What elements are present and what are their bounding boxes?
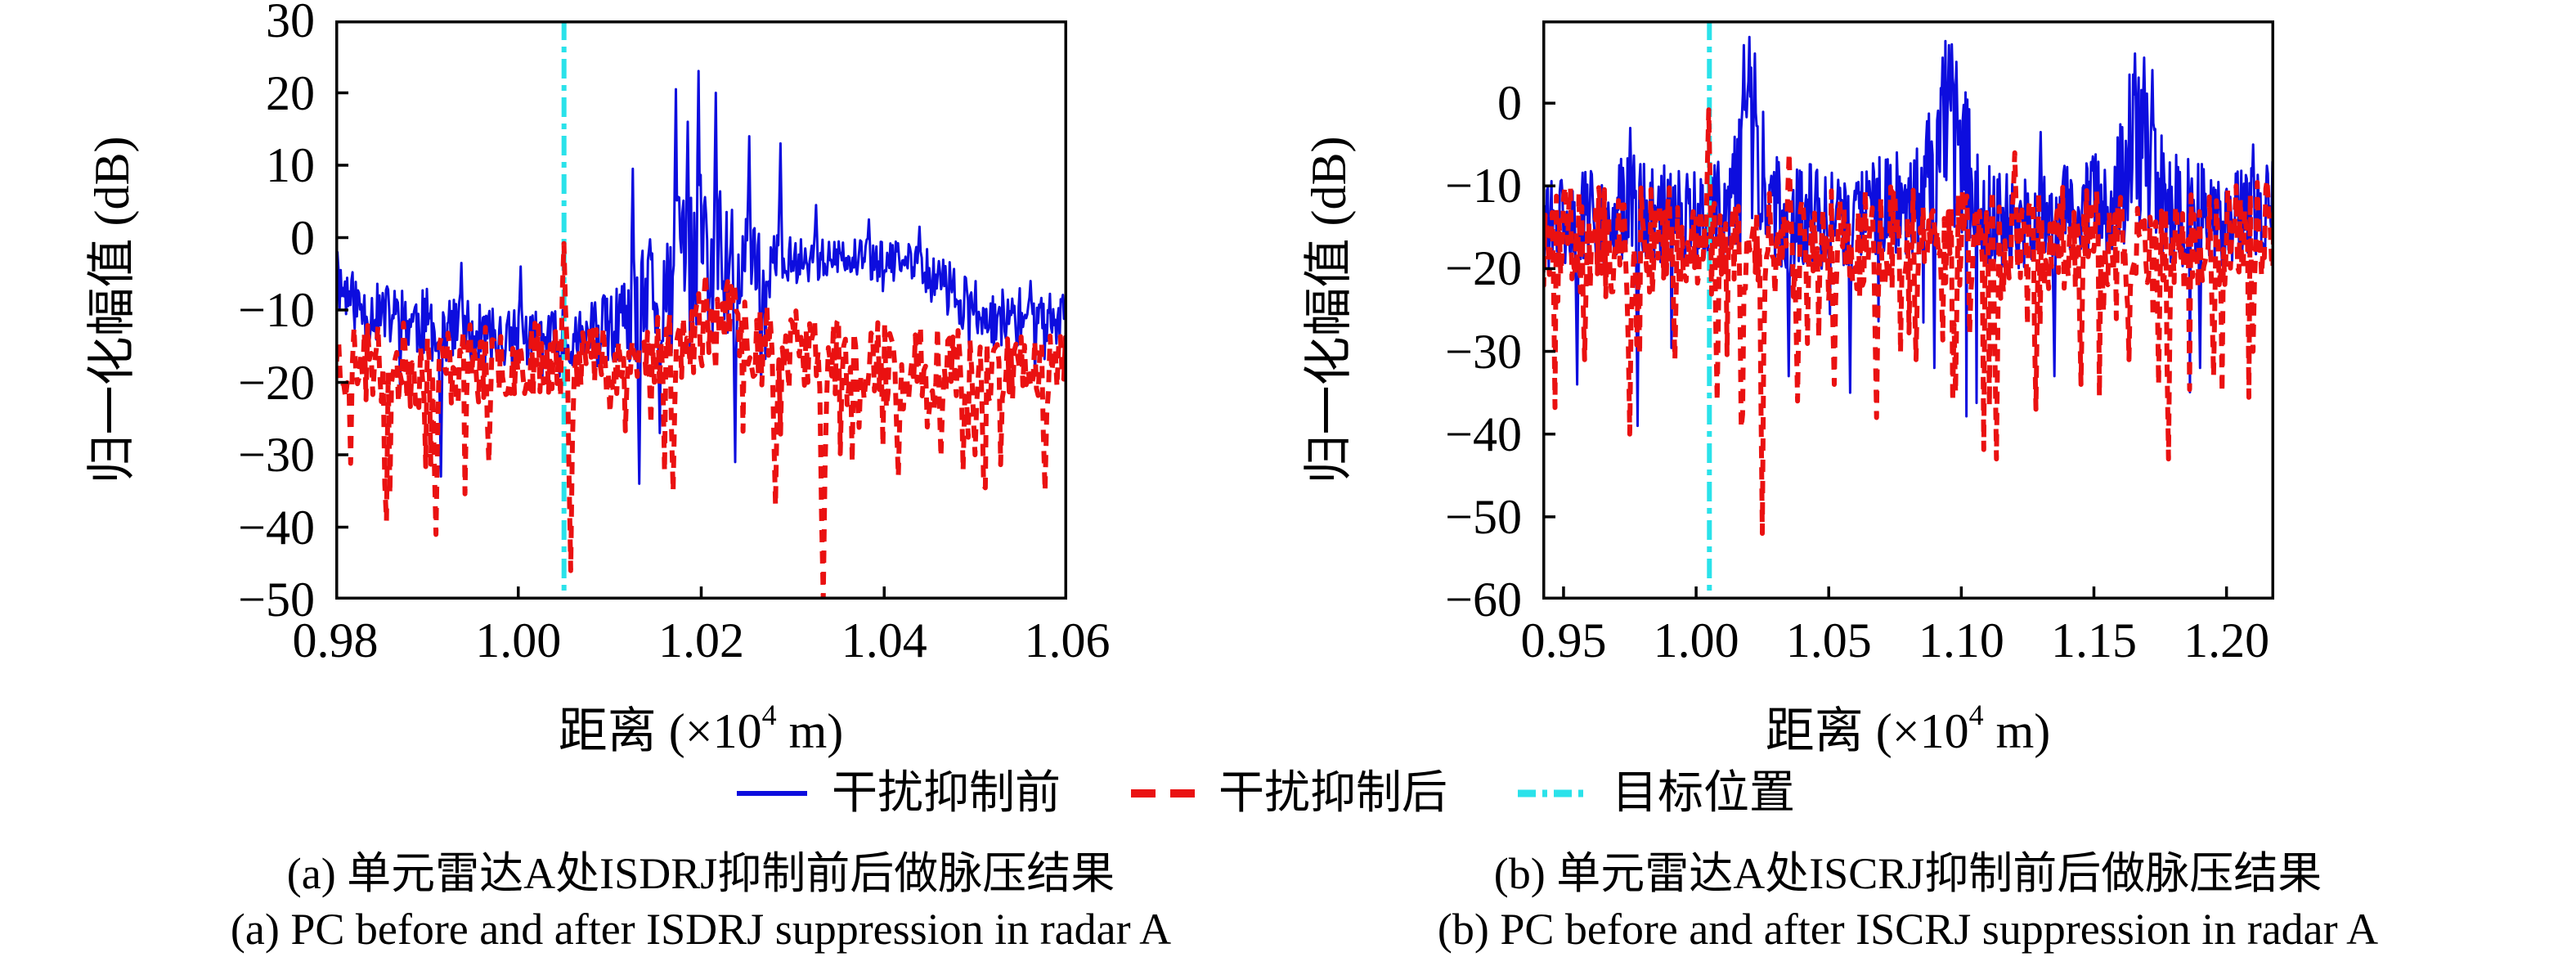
series-after-suppression bbox=[335, 240, 1067, 600]
chart-a-y-tick-label: −20 bbox=[238, 355, 315, 410]
chart-b-canvas bbox=[1542, 20, 2274, 601]
chart-b-y-tick-label: −50 bbox=[1445, 489, 1522, 544]
chart-b-y-tick-label: −20 bbox=[1445, 241, 1522, 296]
legend-line-dashdot-cyan bbox=[1518, 789, 1588, 798]
chart-a-plot-area bbox=[334, 19, 1069, 601]
chart-a-x-tick-label: 1.06 bbox=[1024, 613, 1111, 667]
chart-b-x-tick-label: 1.00 bbox=[1653, 613, 1739, 667]
chart-a-y-tick-label: −10 bbox=[238, 283, 315, 337]
legend-line-solid-blue bbox=[737, 791, 807, 796]
chart-a-x-tick-label: 0.98 bbox=[292, 613, 379, 667]
legend-item-after-suppression: 干扰抑制后 bbox=[1130, 771, 1447, 816]
legend-label-before: 干扰抑制前 bbox=[832, 768, 1061, 819]
chart-b-x-tick-label: 1.05 bbox=[1785, 613, 1872, 667]
legend-item-before-suppression: 干扰抑制前 bbox=[735, 771, 1061, 816]
chart-b-y-tick-label: −40 bbox=[1445, 407, 1522, 461]
x-axis-title-text: 距离 (×10 bbox=[558, 704, 762, 758]
caption-b-chinese: (b) 单元雷达A处ISCRJ抑制前后做脉压结果 bbox=[1493, 849, 2322, 898]
series-before-suppression bbox=[335, 70, 1067, 485]
caption-a-english: (a) PC before and after ISDRJ suppressio… bbox=[230, 905, 1172, 954]
chart-b-x-axis-title: 距离 (×104 m) bbox=[1540, 691, 2276, 762]
chart-a-x-tick-label: 1.00 bbox=[475, 613, 562, 667]
chart-a-canvas bbox=[334, 19, 1069, 601]
chart-b-y-tick-label: −10 bbox=[1445, 159, 1522, 213]
caption-b-english: (b) PC before and after ISCRJ suppressio… bbox=[1437, 905, 2379, 954]
legend: 干扰抑制前 干扰抑制后 目标位置 bbox=[0, 771, 2553, 816]
chart-a-x-tick-label: 1.04 bbox=[841, 613, 927, 667]
legend-line-dashed-red bbox=[1131, 789, 1195, 798]
x-axis-title-unit: m) bbox=[1983, 704, 2051, 758]
chart-b-x-tick-label: 0.95 bbox=[1520, 613, 1607, 667]
chart-a-y-tick-label: −50 bbox=[238, 573, 315, 627]
chart-b-plot-area bbox=[1542, 20, 2274, 601]
chart-a-x-axis-title: 距离 (×104 m) bbox=[333, 691, 1069, 762]
legend-item-target-position: 目标位置 bbox=[1517, 771, 1795, 816]
x-axis-title-unit: m) bbox=[776, 704, 844, 758]
x-axis-title-exponent: 4 bbox=[761, 699, 777, 731]
chart-b-y-tick-label: 0 bbox=[1497, 76, 1522, 131]
x-axis-title-text: 距离 (×10 bbox=[1765, 704, 1969, 758]
chart-b-y-tick-label: −60 bbox=[1445, 573, 1522, 627]
series-before-suppression bbox=[1542, 35, 2274, 428]
chart-b-y-tick-label: −30 bbox=[1445, 324, 1522, 379]
chart-a-y-tick-label: −40 bbox=[238, 500, 315, 555]
chart-a-x-tick-label: 1.02 bbox=[658, 613, 744, 667]
x-axis-title-exponent: 4 bbox=[1968, 699, 1984, 731]
chart-a-y-tick-label: 10 bbox=[266, 138, 315, 192]
chart-b-x-tick-label: 1.10 bbox=[1918, 613, 2004, 667]
chart-a-y-tick-label: 20 bbox=[266, 65, 315, 120]
series-after-suppression bbox=[1542, 107, 2274, 537]
legend-label-target: 目标位置 bbox=[1612, 768, 1795, 819]
chart-b-x-tick-label: 1.15 bbox=[2050, 613, 2137, 667]
chart-b-x-tick-label: 1.20 bbox=[2183, 613, 2270, 667]
axes-box bbox=[1542, 20, 2274, 600]
chart-a-y-tick-label: 30 bbox=[266, 0, 315, 47]
caption-a-chinese: (a) 单元雷达A处ISDRJ抑制前后做脉压结果 bbox=[286, 849, 1115, 898]
legend-label-after: 干扰抑制后 bbox=[1218, 768, 1447, 819]
chart-a-y-tick-label: 0 bbox=[290, 210, 315, 265]
chart-a-y-tick-label: −30 bbox=[238, 428, 315, 482]
